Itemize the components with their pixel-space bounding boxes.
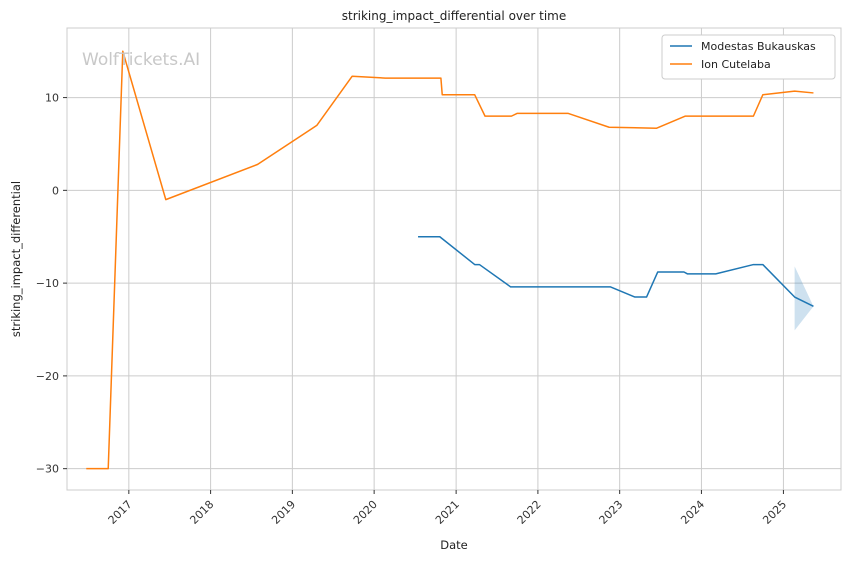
legend-label-series-1: Ion Cutelaba bbox=[701, 58, 771, 71]
series-line-ion-cutelaba bbox=[86, 50, 814, 470]
legend-label-series-0: Modestas Bukauskas bbox=[701, 40, 816, 53]
x-tick-label: 2020 bbox=[351, 498, 380, 527]
y-gridlines bbox=[67, 97, 841, 470]
x-tick-label: 2018 bbox=[187, 498, 216, 527]
y-tick-label: −20 bbox=[36, 370, 59, 383]
y-axis-label: striking_impact_differential bbox=[9, 181, 23, 337]
x-tick-label: 2019 bbox=[269, 498, 298, 527]
chart-title: striking_impact_differential over time bbox=[342, 9, 567, 23]
x-tick-label: 2023 bbox=[597, 498, 626, 527]
confidence-band-modestas-bukauskas bbox=[794, 266, 814, 331]
y-tick-label: −10 bbox=[36, 277, 59, 290]
watermark: WolfTickets.AI bbox=[82, 50, 200, 70]
plot-background bbox=[67, 28, 841, 490]
x-tick-label: 2022 bbox=[515, 498, 544, 527]
plot-frame bbox=[66, 27, 842, 491]
y-tick-label: 10 bbox=[45, 92, 59, 105]
x-tick-label: 2025 bbox=[760, 498, 789, 527]
series-line-modestas-bukauskas bbox=[418, 235, 814, 307]
series-lines bbox=[86, 50, 814, 470]
confidence-bands bbox=[794, 266, 814, 331]
y-tick-labels: 10 0 −10 −20 −30 bbox=[36, 92, 67, 476]
legend: Modestas Bukauskas Ion Cutelaba bbox=[661, 34, 836, 80]
x-tick-labels: 2017 2018 2019 2020 2021 2022 2023 2024 2025 bbox=[106, 490, 789, 527]
x-tick-label: 2017 bbox=[106, 498, 135, 527]
x-gridlines bbox=[128, 28, 784, 490]
x-axis-label: Date bbox=[440, 538, 468, 552]
y-tick-label: 0 bbox=[52, 184, 59, 197]
y-tick-label: −30 bbox=[36, 463, 59, 476]
x-tick-label: 2021 bbox=[433, 498, 462, 527]
legend-box bbox=[661, 34, 836, 80]
x-tick-label: 2024 bbox=[678, 498, 707, 527]
